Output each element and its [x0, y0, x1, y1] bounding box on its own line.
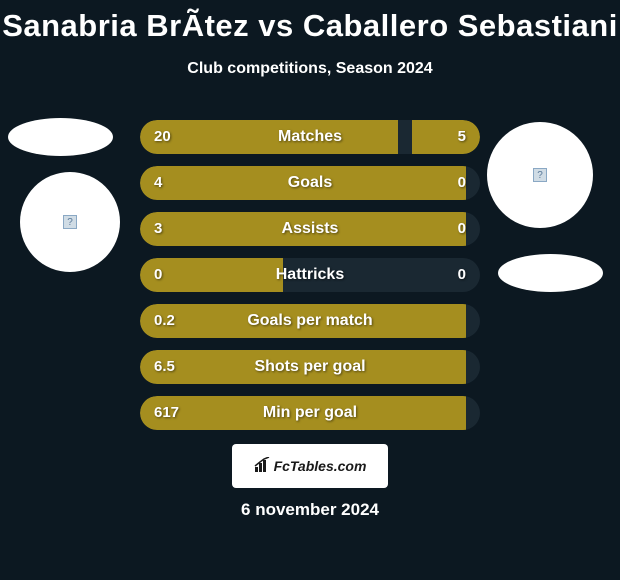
page-title: Sanabria BrÃ­tez vs Caballero Sebastiani: [0, 0, 620, 44]
stat-row: 0Hattricks0: [140, 258, 480, 292]
placeholder-icon: ?: [63, 215, 77, 229]
player-right-avatar: ?: [487, 122, 593, 228]
stat-label: Goals: [140, 166, 480, 200]
logo-box: FcTables.com: [232, 444, 388, 488]
stat-row: 3Assists0: [140, 212, 480, 246]
stat-row: 617Min per goal: [140, 396, 480, 430]
logo-label: FcTables.com: [274, 458, 367, 474]
stat-label: Min per goal: [140, 396, 480, 430]
stat-label: Goals per match: [140, 304, 480, 338]
stat-value-right: 0: [458, 212, 466, 246]
stat-row: 4Goals0: [140, 166, 480, 200]
date-label: 6 november 2024: [0, 500, 620, 520]
stat-value-right: 5: [458, 120, 466, 154]
stats-chart: 20Matches54Goals03Assists00Hattricks00.2…: [140, 120, 480, 442]
logo-text: FcTables.com: [254, 457, 367, 476]
stat-row: 0.2Goals per match: [140, 304, 480, 338]
stat-label: Hattricks: [140, 258, 480, 292]
stat-label: Assists: [140, 212, 480, 246]
stat-value-right: 0: [458, 166, 466, 200]
stat-value-right: 0: [458, 258, 466, 292]
placeholder-icon: ?: [533, 168, 547, 182]
stat-label: Matches: [140, 120, 480, 154]
player-right-halo: [498, 254, 603, 292]
stat-row: 20Matches5: [140, 120, 480, 154]
stat-row: 6.5Shots per goal: [140, 350, 480, 384]
player-left-halo: [8, 118, 113, 156]
page-subtitle: Club competitions, Season 2024: [0, 60, 620, 78]
player-left-avatar: ?: [20, 172, 120, 272]
chart-icon: [254, 457, 272, 476]
stat-label: Shots per goal: [140, 350, 480, 384]
